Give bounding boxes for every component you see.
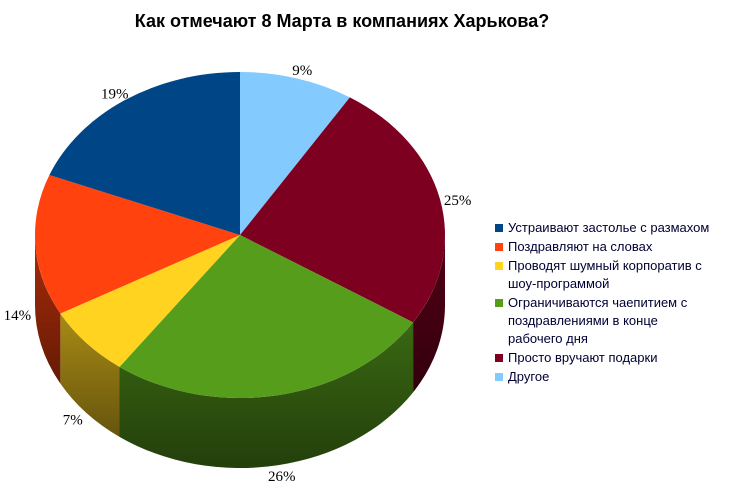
legend-swatch-1 <box>495 243 503 251</box>
legend-item-label-5: Другое <box>508 369 550 384</box>
pie-slice-percent-label-0: 19% <box>101 86 129 102</box>
legend-item-5: Другое <box>495 368 713 386</box>
pie-slice-percent-label-1: 14% <box>4 308 32 324</box>
pie-slice-5 <box>240 72 350 235</box>
pie-slice-1 <box>35 174 240 314</box>
pie-slice-2 <box>60 235 240 367</box>
pie-slice-0 <box>49 71 241 235</box>
legend-swatch-3 <box>495 299 503 307</box>
legend-item-label-0: Устраивают застолье с размахом <box>508 220 710 235</box>
pie-slice-percent-label-3: 26% <box>268 469 296 485</box>
pie-slice-percent-label-2: 7% <box>63 413 83 429</box>
pie-slice-percent-label-4: 25% <box>444 193 472 209</box>
pie-slice-side-4 <box>413 235 445 393</box>
legend-item-2: Проводят шумный корпоратив с шоу-програм… <box>495 257 713 293</box>
legend-item-label-4: Просто вручают подарки <box>508 350 658 365</box>
legend-swatch-2 <box>495 262 503 270</box>
pie-slice-side-3 <box>119 322 414 469</box>
legend: Устраивают застолье с размахом Поздравляю… <box>495 219 713 387</box>
legend-swatch-5 <box>495 373 503 381</box>
pie-slice-side-1 <box>35 235 61 384</box>
legend-swatch-0 <box>495 224 503 232</box>
pie-slice-3 <box>119 235 414 399</box>
chart-title: Как отмечают 8 Марта в компаниях Харьков… <box>134 11 550 31</box>
legend-item-4: Просто вручают подарки <box>495 349 713 367</box>
legend-item-1: Поздравляют на словах <box>495 238 713 256</box>
pie-slice-percent-label-5: 9% <box>292 63 312 79</box>
legend-swatch-4 <box>495 354 503 362</box>
legend-item-label-1: Поздравляют на словах <box>508 239 653 254</box>
legend-item-3: Ограничиваются чаепитием с поздравлениям… <box>495 294 713 348</box>
pie-slice-4 <box>240 97 445 323</box>
legend-item-0: Устраивают застолье с размахом <box>495 219 713 237</box>
legend-item-label-2: Проводят шумный корпоратив с шоу-програм… <box>508 258 702 291</box>
legend-item-label-3: Ограничиваются чаепитием с поздравлениям… <box>508 295 688 346</box>
pie-slice-side-2 <box>60 313 120 437</box>
